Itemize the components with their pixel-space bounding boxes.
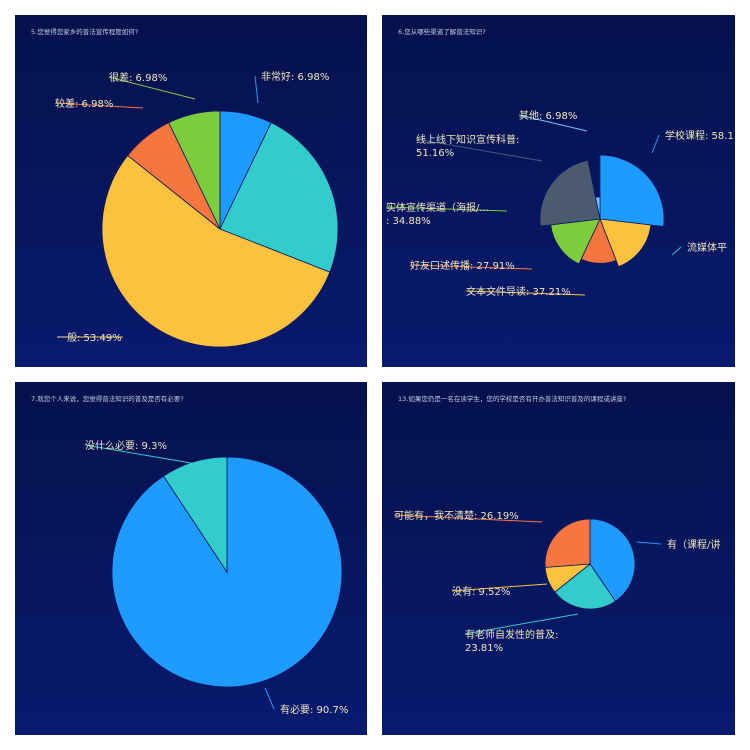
slice-label: 较差: 6.98% <box>55 97 113 110</box>
slice-label: 有老师自发性的普及: 23.81% <box>465 628 558 654</box>
slice-label: 非常好: 6.98% <box>261 70 329 83</box>
label-leader-line <box>409 264 533 270</box>
slice-label: 可能有，我不清楚: 26.19% <box>394 509 519 522</box>
label-leader-line <box>385 206 508 212</box>
label-leader-line <box>254 75 259 104</box>
chart-title: 13.如果您仍是一名在读学生，您的学校是否有开办普法知识普及的课程或讲座? <box>398 395 627 403</box>
label-leader-line <box>393 514 543 523</box>
chart-panel-1: 5.您觉得您家乡的普法宣传程度如何? 非常好: 6.98% 一般: 53.49% 较… <box>15 15 367 367</box>
slice-label: 好友口述传播: 27.91% <box>410 259 515 272</box>
label-leader-line <box>636 541 662 545</box>
label-leader-line <box>264 687 275 710</box>
pie-slice <box>544 518 591 568</box>
slice-label: 没什么必要: 9.3% <box>85 439 167 452</box>
label-leader-line <box>518 114 588 132</box>
label-leader-line <box>84 444 198 465</box>
slice-label: 实体宣传渠道（海报/...: 34.88% <box>386 201 489 227</box>
label-leader-line <box>451 583 548 592</box>
pie-slice <box>219 122 339 273</box>
label-leader-line <box>54 102 144 109</box>
chart-title: 7.就您个人来说，您觉得普法知识的普及是否有必要? <box>31 395 184 403</box>
slice-label: 一般: 53.49% <box>57 331 122 344</box>
pie-slice <box>589 518 636 602</box>
pie-slice <box>599 154 665 227</box>
label-leader-line <box>651 134 660 154</box>
label-leader-line <box>415 138 543 162</box>
pie-slice <box>554 563 616 610</box>
pie-slice <box>595 196 601 220</box>
pie-slice <box>539 159 601 227</box>
chart-panel-3: 7.就您个人来说，您觉得普法知识的普及是否有必要? 有必要: 90.7% 没什么必… <box>15 382 367 735</box>
slice-label: 线上线下知识宣传科普: 51.16% <box>416 133 519 159</box>
slice-label: 很差: 6.98% <box>109 71 167 84</box>
slice-label: 流媒体平 <box>687 241 727 254</box>
label-leader-line <box>671 246 682 256</box>
label-leader-line <box>108 76 196 100</box>
chart-title: 6.您从哪些渠道了解普法知识? <box>398 28 486 36</box>
label-leader-line <box>465 290 586 296</box>
pie-chart-3: 有必要: 90.7% 没什么必要: 9.3% <box>84 439 348 716</box>
pie-slice <box>168 110 221 230</box>
slice-label: 没有: 9.52% <box>452 585 510 598</box>
slice-label: 文本文件导读: 37.21% <box>466 285 571 298</box>
slice-label: 其他: 6.98% <box>519 109 577 122</box>
slice-label: 有必要: 90.7% <box>280 703 348 716</box>
chart-panel-2: 6.您从哪些渠道了解普法知识? 学校课程: 58.1 流媒体平文本文件导读: 37… <box>382 15 735 367</box>
pie-slice <box>163 456 228 574</box>
chart-title: 5.您觉得您家乡的普法宣传程度如何? <box>31 28 139 36</box>
chart-panel-4: 13.如果您仍是一名在读学生，您的学校是否有开办普法知识普及的课程或讲座? 有（… <box>382 382 735 735</box>
slice-label: 有（课程/讲 <box>667 538 720 551</box>
pie-slice <box>599 218 652 268</box>
pie-slice <box>550 218 601 265</box>
slice-label: 学校课程: 58.1 <box>665 129 734 142</box>
pie-slice <box>101 154 331 348</box>
label-leader-line <box>464 613 579 635</box>
pie-chart-1: 非常好: 6.98% 一般: 53.49% 较差: 6.98% 很差: 6.98% <box>54 70 339 348</box>
